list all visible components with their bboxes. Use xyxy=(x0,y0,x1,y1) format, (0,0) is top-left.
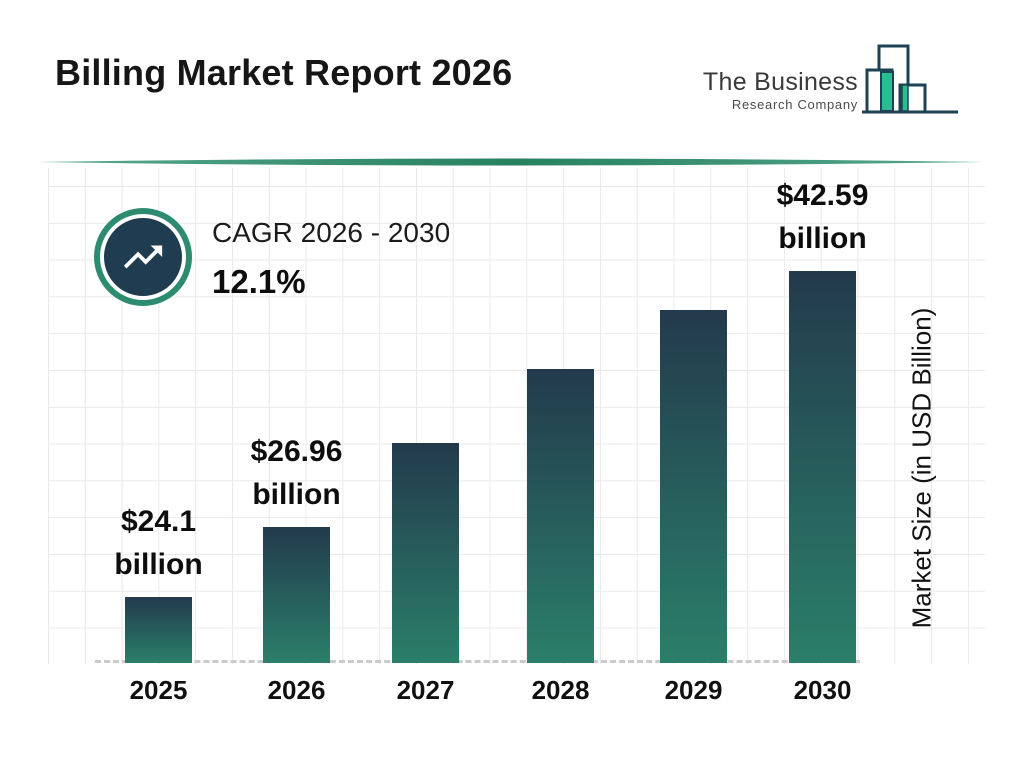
bar-2025 xyxy=(125,597,192,663)
bar-2027 xyxy=(392,443,459,663)
bar-chart-icon xyxy=(862,44,958,114)
divider-line xyxy=(38,158,986,166)
x-tick-2028: 2028 xyxy=(531,675,590,705)
cagr-badge xyxy=(94,208,192,306)
value-label-2025: $24.1 billion xyxy=(114,505,203,581)
cagr-label: CAGR 2026 - 2030 xyxy=(212,217,451,248)
chart-baseline xyxy=(95,660,860,663)
x-tick-2030: 2030 xyxy=(793,675,852,705)
x-tick-2026: 2026 xyxy=(267,675,326,705)
x-tick-2025: 2025 xyxy=(129,675,188,705)
bar-2030 xyxy=(789,271,856,663)
cagr-value: 12.1% xyxy=(212,263,306,300)
bar-2028 xyxy=(527,369,594,663)
bar-2029 xyxy=(660,310,727,663)
x-tick-2029: 2029 xyxy=(664,675,723,705)
trending-up-icon xyxy=(100,214,186,300)
y-axis-label: Market Size (in USD Billion) xyxy=(906,307,937,629)
company-logo: The Business Research Company xyxy=(688,68,858,112)
logo-company-subtitle: Research Company xyxy=(731,97,858,112)
value-label-2030: $42.59 billion xyxy=(776,179,869,255)
bar-2026 xyxy=(263,527,330,663)
value-label-2026: $26.96 billion xyxy=(250,435,343,511)
logo-company-name: The Business xyxy=(702,68,858,96)
x-tick-2027: 2027 xyxy=(396,675,455,705)
page-title: Billing Market Report 2026 xyxy=(55,52,513,93)
